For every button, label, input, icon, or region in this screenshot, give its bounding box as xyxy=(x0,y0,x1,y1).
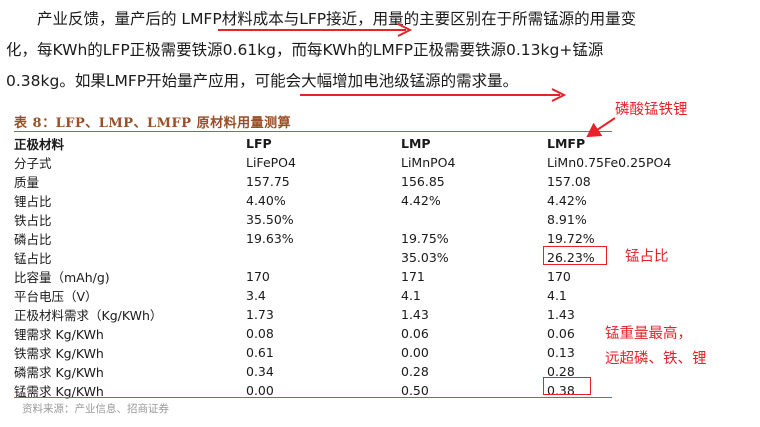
table-cell: 8.91% xyxy=(547,212,587,227)
table-cell: 171 xyxy=(401,269,425,284)
table-cell: 26.23% xyxy=(547,250,595,265)
table-row: 正极材料需求（Kg/KWh） 1.73 1.43 1.43 xyxy=(14,305,697,324)
table-cell: 35.50% xyxy=(246,212,294,227)
table-cell: 170 xyxy=(246,269,270,284)
table-cell: 4.40% xyxy=(246,193,286,208)
table-cell: LiMnPO4 xyxy=(401,155,456,170)
row-label: 铁占比 xyxy=(14,213,52,228)
table-cell: 0.06 xyxy=(547,326,575,341)
row-label: 分子式 xyxy=(14,156,52,171)
table-cell: 1.43 xyxy=(401,307,429,322)
table-cell: 19.75% xyxy=(401,231,449,246)
table-cell: 0.61 xyxy=(246,345,274,360)
lmfp-pointer-arrow xyxy=(586,117,616,138)
table-cell: 1.43 xyxy=(547,307,575,322)
row-label: 磷需求 Kg/KWh xyxy=(14,365,104,380)
header-cell: LFP xyxy=(246,136,272,151)
row-label: 质量 xyxy=(14,175,40,190)
row-label: 锂占比 xyxy=(14,194,52,209)
table-row: 锰需求 Kg/KWh 0.00 0.50 0.38 xyxy=(14,381,697,400)
header-cell: 正极材料 xyxy=(14,137,65,152)
paragraph-line-2: 化，每KWh的LFP正极需要铁源0.61kg，而每KWh的LMFP正极需要铁源0… xyxy=(6,41,604,59)
paragraph-line-1: 产业反馈，量产后的 LMFP材料成本与LFP接近，用量的主要区别在于所需锰源的用… xyxy=(37,10,637,28)
paragraph-line-3: 0.38kg。如果LMFP开始量产应用，可能会大幅增加电池级锰源的需求量。 xyxy=(6,72,519,90)
table-cell: 4.1 xyxy=(401,288,421,303)
row-label: 锂需求 Kg/KWh xyxy=(14,327,104,342)
header-cell: LMFP xyxy=(547,136,586,151)
table-row: 铁需求 Kg/KWh 0.61 0.00 0.13 xyxy=(14,343,697,362)
table-cell: 19.72% xyxy=(547,231,595,246)
table-cell: LiMn0.75Fe0.25PO4 xyxy=(547,155,672,170)
header-cell: LMP xyxy=(401,136,431,151)
row-label: 锰占比 xyxy=(14,251,52,266)
table-row: 平台电压（V） 3.4 4.1 4.1 xyxy=(14,286,697,305)
table-header-row: 正极材料 LFP LMP LMFP xyxy=(14,134,697,153)
table-cell: 0.28 xyxy=(401,364,429,379)
table-title: 表 8：LFP、LMP、LMFP 原材料用量测算 xyxy=(14,116,292,131)
table-row: 铁占比 35.50% 8.91% xyxy=(14,210,697,229)
table-row: 锰占比 35.03% 26.23% xyxy=(14,248,697,267)
note-mn-demand-2: 远超磷、铁、锂 xyxy=(605,351,707,367)
row-label: 磷占比 xyxy=(14,232,52,247)
table-cell: 0.50 xyxy=(401,383,429,398)
highlight-box-mn-demand xyxy=(543,377,591,395)
row-label: 比容量（mAh/g) xyxy=(14,270,110,285)
highlight-box-mn-ratio xyxy=(543,246,607,265)
materials-table: 正极材料 LFP LMP LMFP 分子式 LiFePO4 LiMnPO4 LiMn0… xyxy=(14,134,697,400)
table-row: 锂占比 4.40% 4.42% 4.42% xyxy=(14,191,697,210)
table-cell: 0.00 xyxy=(401,345,429,360)
row-label: 铁需求 Kg/KWh xyxy=(14,346,104,361)
row-label: 正极材料需求（Kg/KWh） xyxy=(14,308,163,323)
table-row: 分子式 LiFePO4 LiMnPO4 LiMn0.75Fe0.25PO4 xyxy=(14,153,697,172)
table-cell: 0.13 xyxy=(547,345,575,360)
table-cell: 157.75 xyxy=(246,174,290,189)
table-cell: 0.34 xyxy=(246,364,274,379)
table-row: 比容量（mAh/g) 170 171 170 xyxy=(14,267,697,286)
table-cell: 0.28 xyxy=(547,364,575,379)
note-mn-demand-1: 锰重量最高， xyxy=(605,326,692,342)
table-cell: 1.73 xyxy=(246,307,274,322)
table-cell: 0.08 xyxy=(246,326,274,341)
source-note: 资料来源：产业信息、招商证券 xyxy=(22,403,169,415)
table-cell: 170 xyxy=(547,269,571,284)
table-cell: 0.06 xyxy=(401,326,429,341)
table-cell: LiFePO4 xyxy=(246,155,296,170)
table-cell: 19.63% xyxy=(246,231,294,246)
table-cell: 3.4 xyxy=(246,288,266,303)
row-label: 锰需求 Kg/KWh xyxy=(14,384,104,399)
table-cell: 4.1 xyxy=(547,288,567,303)
note-lmfp: 磷酸锰铁锂 xyxy=(615,102,688,118)
table-row: 磷需求 Kg/KWh 0.34 0.28 0.28 xyxy=(14,362,697,381)
arrowhead-1 xyxy=(397,23,413,37)
table-row: 磷占比 19.63% 19.75% 19.72% xyxy=(14,229,697,248)
table-cell: 0.00 xyxy=(246,383,274,398)
arrowhead-2 xyxy=(551,88,567,102)
table-row: 锂需求 Kg/KWh 0.08 0.06 0.06 xyxy=(14,324,697,343)
table-cell: 35.03% xyxy=(401,250,449,265)
intro-paragraph: 产业反馈，量产后的 LMFP材料成本与LFP接近，用量的主要区别在于所需锰源的用… xyxy=(6,4,756,97)
table-top-rule xyxy=(14,131,612,132)
table-cell: 157.08 xyxy=(547,174,591,189)
row-label: 平台电压（V） xyxy=(14,289,98,304)
table-row: 质量 157.75 156.85 157.08 xyxy=(14,172,697,191)
table-cell: 4.42% xyxy=(547,193,587,208)
table-cell: 156.85 xyxy=(401,174,445,189)
table-cell: 4.42% xyxy=(401,193,441,208)
table-bottom-rule xyxy=(14,397,612,398)
note-mn-ratio: 锰占比 xyxy=(625,249,669,265)
